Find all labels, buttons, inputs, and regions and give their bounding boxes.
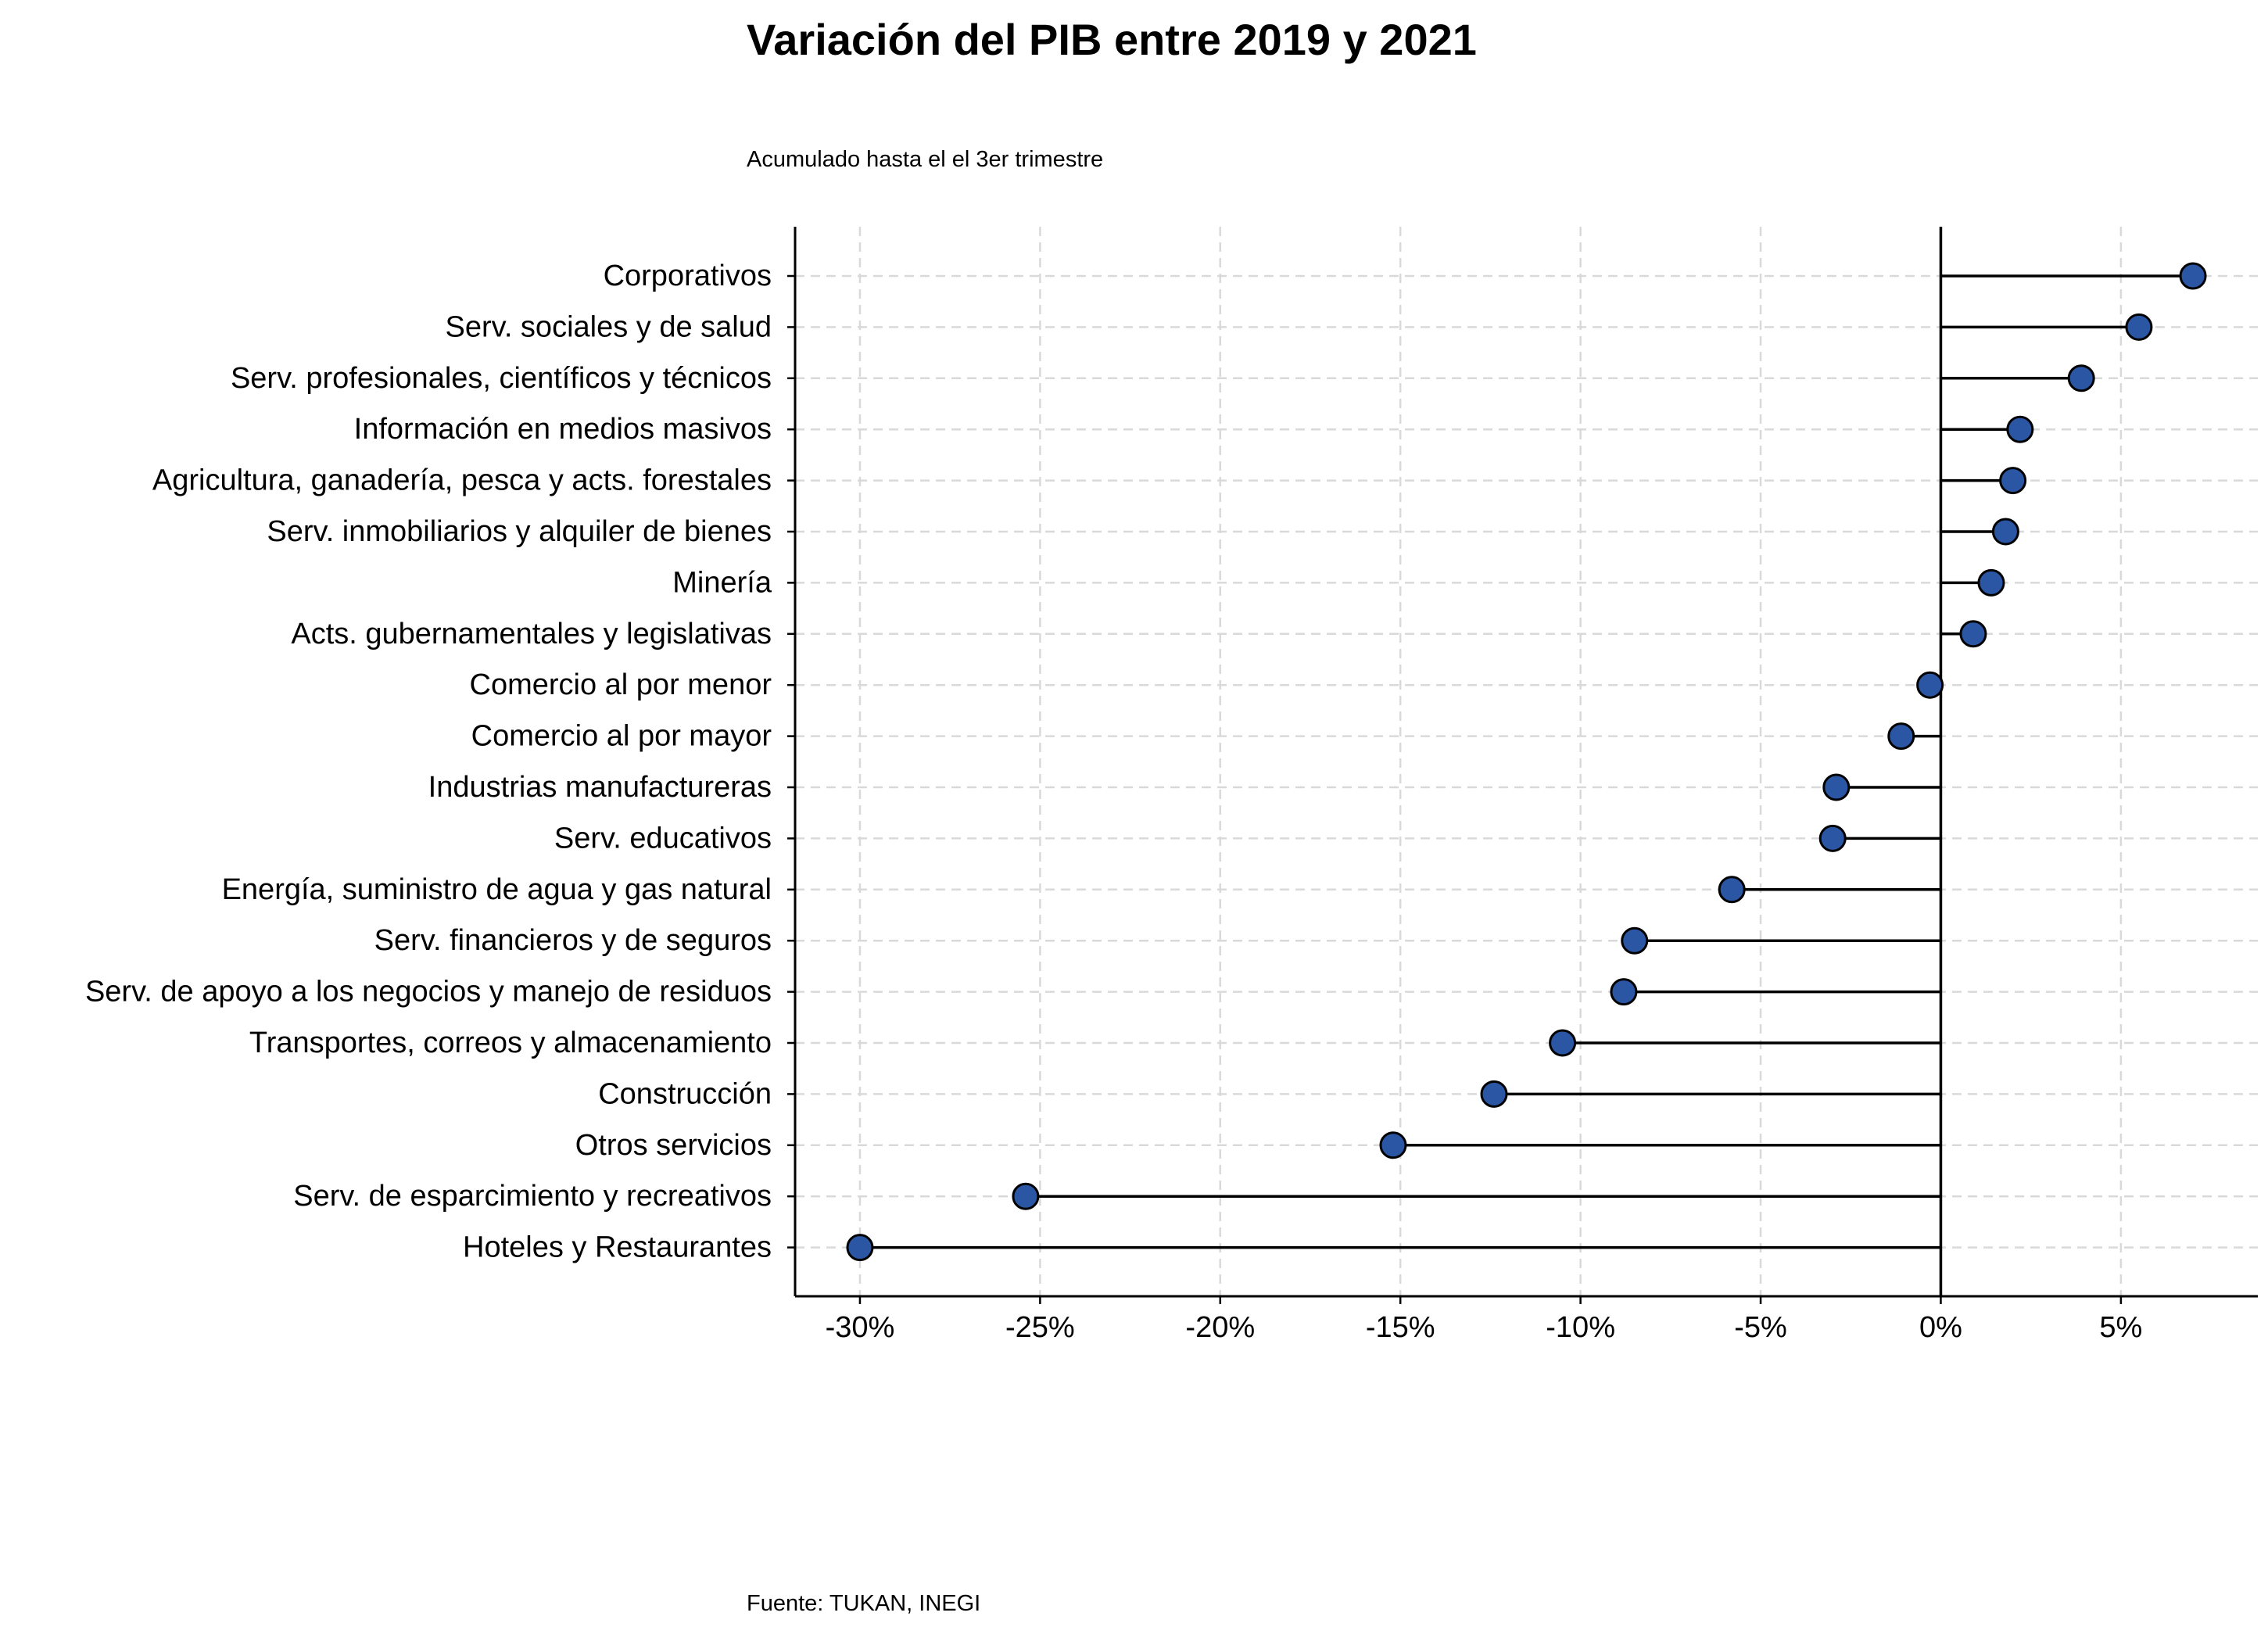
x-tick-label-3: -15% [1366, 1311, 1435, 1344]
x-tick-label-7: 5% [2099, 1311, 2142, 1344]
category-label-8: Comercio al por menor [470, 668, 772, 701]
chart-title: Variación del PIB entre 2019 y 2021 [747, 15, 1477, 64]
chart-source: Fuente: TUKAN, INEGI [747, 1591, 981, 1616]
category-label-3: Información en medios masivos [354, 413, 772, 446]
data-point-19 [846, 1234, 874, 1262]
category-label-6: Minería [672, 566, 772, 599]
data-point-7 [1959, 620, 1987, 648]
axes [787, 227, 2258, 1304]
data-point-17 [1379, 1131, 1407, 1159]
data-point-1 [2125, 313, 2153, 341]
data-point-11 [1818, 824, 1847, 852]
category-label-2: Serv. profesionales, científicos y técni… [231, 362, 772, 395]
category-label-15: Transportes, correos y almacenamiento [249, 1027, 772, 1059]
category-labels: Corporativos Serv. sociales y de salud Ser… [85, 260, 772, 1264]
x-tick-label-6: 0% [1919, 1311, 1962, 1344]
data-point-3 [2006, 415, 2034, 443]
chart-subtitle: Acumulado hasta el el 3er trimestre [747, 147, 1104, 172]
category-label-19: Hoteles y Restaurantes [463, 1231, 772, 1264]
x-tick-labels: -30% -25% -20% -15% -10% -5% 0% 5% [826, 1311, 2143, 1344]
category-label-5: Serv. inmobiliarios y alquiler de bienes [267, 515, 772, 548]
category-label-9: Comercio al por mayor [471, 720, 772, 753]
category-label-13: Serv. financieros y de seguros [374, 924, 772, 957]
x-tick-label-2: -20% [1185, 1311, 1255, 1344]
data-point-10 [1822, 773, 1851, 801]
data-point-16 [1480, 1080, 1508, 1108]
data-point-13 [1621, 926, 1649, 955]
data-point-8 [1916, 671, 1944, 699]
data-point-18 [1012, 1182, 1040, 1210]
data-point-6 [1977, 568, 2005, 597]
data-point-2 [2067, 364, 2095, 392]
category-label-1: Serv. sociales y de salud [446, 310, 772, 343]
data-point-9 [1887, 722, 1915, 751]
stems [859, 274, 2194, 1249]
x-tick-label-1: -25% [1005, 1311, 1075, 1344]
category-label-17: Otros servicios [575, 1129, 772, 1162]
data-point-15 [1549, 1029, 1577, 1057]
data-point-4 [1999, 467, 2027, 495]
data-point-12 [1718, 876, 1746, 904]
category-label-4: Agricultura, ganadería, pesca y acts. fo… [152, 464, 772, 497]
x-tick-label-4: -10% [1546, 1311, 1615, 1344]
x-tick-label-0: -30% [826, 1311, 895, 1344]
category-label-10: Industrias manufactureras [428, 771, 772, 804]
markers [846, 262, 2207, 1262]
category-label-11: Serv. educativos [554, 822, 772, 855]
category-label-0: Corporativos [604, 260, 772, 292]
data-point-0 [2179, 262, 2207, 290]
category-label-18: Serv. de esparcimiento y recreativos [293, 1180, 772, 1213]
category-label-16: Construcción [598, 1077, 772, 1110]
x-tick-label-5: -5% [1734, 1311, 1787, 1344]
category-label-14: Serv. de apoyo a los negocios y manejo d… [85, 976, 772, 1009]
data-point-5 [1991, 518, 2019, 546]
category-label-12: Energía, suministro de agua y gas natura… [222, 873, 772, 906]
category-label-7: Acts. gubernamentales y legislativas [291, 618, 772, 650]
data-point-14 [1610, 978, 1638, 1006]
grid-lines [795, 227, 2258, 1296]
